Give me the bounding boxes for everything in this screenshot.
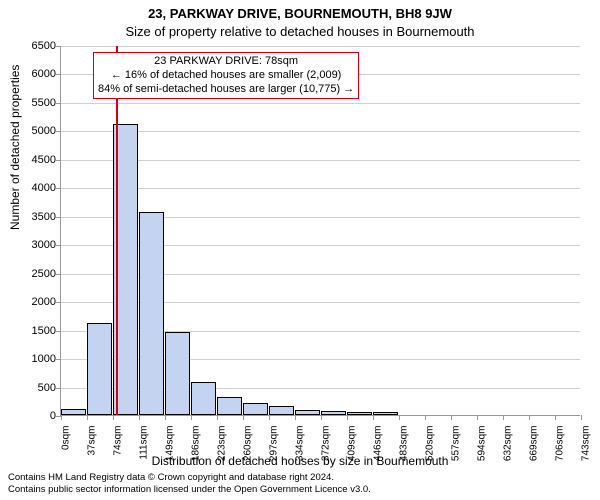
- footer-line-2: Contains public sector information licen…: [8, 484, 371, 496]
- grid-line: [61, 160, 580, 161]
- x-tick-mark: [529, 415, 530, 420]
- grid-line: [61, 103, 580, 104]
- histogram-bar: [191, 382, 216, 415]
- histogram-bar: [347, 412, 372, 415]
- histogram-bar: [269, 406, 294, 415]
- x-tick-mark: [555, 415, 556, 420]
- histogram-bar: [295, 410, 320, 415]
- x-tick-mark: [425, 415, 426, 420]
- y-tick-label: 5000: [32, 125, 61, 137]
- y-tick-label: 6500: [32, 40, 61, 52]
- histogram-bar: [87, 323, 112, 415]
- histogram-bar: [217, 397, 242, 415]
- x-tick-mark: [295, 415, 296, 420]
- x-tick-mark: [347, 415, 348, 420]
- footer-attribution: Contains HM Land Registry data © Crown c…: [8, 472, 371, 496]
- y-tick-label: 500: [38, 382, 61, 394]
- y-tick-label: 0: [50, 410, 61, 422]
- grid-line: [61, 131, 580, 132]
- x-tick-mark: [477, 415, 478, 420]
- histogram-bar: [139, 212, 164, 415]
- x-tick-mark: [243, 415, 244, 420]
- x-tick-label: 37sqm: [87, 426, 98, 456]
- x-tick-mark: [139, 415, 140, 420]
- chart-plot-area: 0500100015002000250030003500400045005000…: [60, 46, 580, 416]
- property-info-box: 23 PARKWAY DRIVE: 78sqm← 16% of detached…: [93, 52, 359, 99]
- info-box-line: ← 16% of detached houses are smaller (2,…: [98, 69, 354, 83]
- property-marker-line: [116, 46, 118, 415]
- x-tick-mark: [217, 415, 218, 420]
- histogram-bar: [243, 403, 268, 415]
- y-tick-label: 2000: [32, 296, 61, 308]
- chart-subtitle: Size of property relative to detached ho…: [0, 21, 600, 43]
- x-tick-mark: [503, 415, 504, 420]
- x-tick-label: 0sqm: [61, 426, 72, 450]
- histogram-bar: [165, 332, 190, 415]
- histogram-bar: [373, 412, 398, 415]
- grid-line: [61, 188, 580, 189]
- y-tick-label: 1500: [32, 325, 61, 337]
- x-tick-mark: [165, 415, 166, 420]
- x-tick-mark: [87, 415, 88, 420]
- x-tick-mark: [373, 415, 374, 420]
- x-tick-mark: [269, 415, 270, 420]
- x-tick-mark: [113, 415, 114, 420]
- x-tick-mark: [451, 415, 452, 420]
- footer-line-1: Contains HM Land Registry data © Crown c…: [8, 472, 371, 484]
- y-tick-label: 1000: [32, 353, 61, 365]
- info-box-line: 84% of semi-detached houses are larger (…: [98, 83, 354, 97]
- x-tick-label: 74sqm: [113, 426, 124, 456]
- x-tick-mark: [581, 415, 582, 420]
- y-tick-label: 6000: [32, 68, 61, 80]
- grid-line: [61, 46, 580, 47]
- y-tick-label: 2500: [32, 268, 61, 280]
- info-box-line: 23 PARKWAY DRIVE: 78sqm: [98, 55, 354, 69]
- y-tick-label: 5500: [32, 97, 61, 109]
- y-tick-label: 4000: [32, 182, 61, 194]
- x-axis-label: Distribution of detached houses by size …: [0, 454, 600, 468]
- histogram-bar: [61, 409, 86, 415]
- x-tick-mark: [191, 415, 192, 420]
- y-tick-label: 3500: [32, 211, 61, 223]
- y-tick-label: 4500: [32, 154, 61, 166]
- histogram-bar: [321, 411, 346, 415]
- chart-title: 23, PARKWAY DRIVE, BOURNEMOUTH, BH8 9JW: [0, 0, 600, 21]
- x-tick-mark: [399, 415, 400, 420]
- x-tick-mark: [61, 415, 62, 420]
- y-axis-label: Number of detached properties: [8, 65, 22, 230]
- x-tick-mark: [321, 415, 322, 420]
- y-tick-label: 3000: [32, 239, 61, 251]
